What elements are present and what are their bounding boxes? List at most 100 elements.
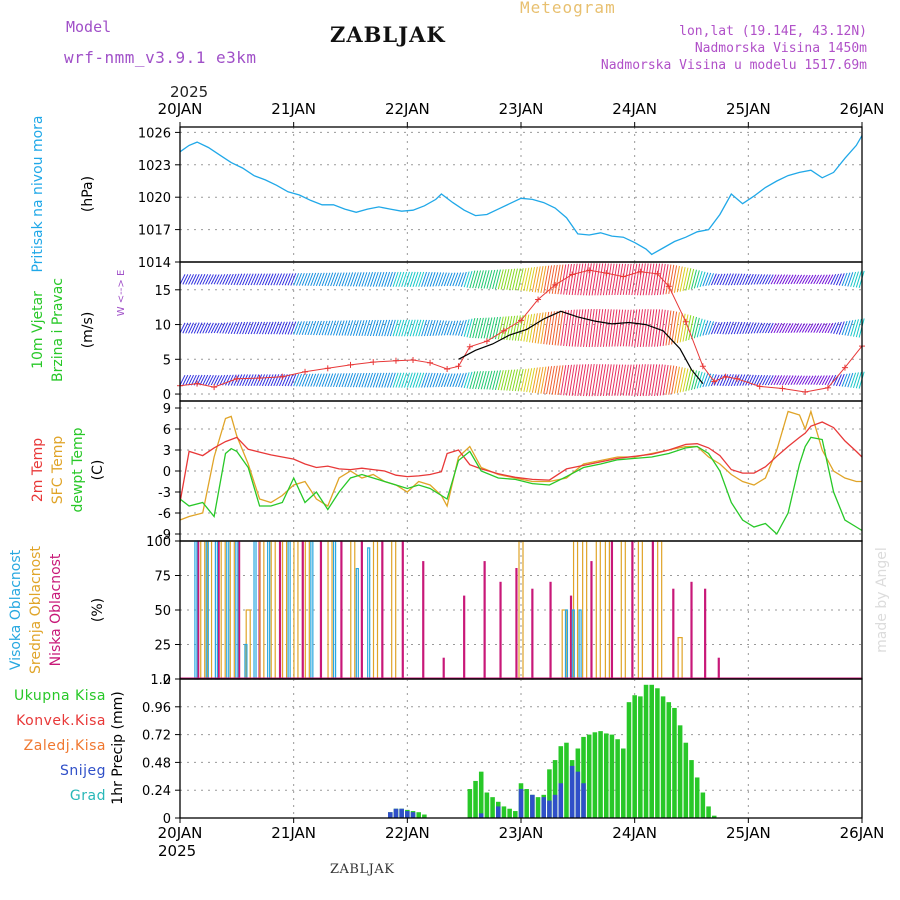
wind-barb <box>563 310 570 346</box>
wind-barb <box>202 374 209 386</box>
wind-barb <box>841 272 848 286</box>
wind-barb <box>259 374 266 387</box>
wind-barb <box>250 273 257 286</box>
wind-barb <box>335 320 342 336</box>
wind-barb <box>318 320 325 336</box>
x-tick-label-bottom: 22JAN <box>385 824 430 842</box>
precip-total-bar <box>507 808 512 818</box>
wind-barb <box>602 364 609 397</box>
y-tick-label: 10 <box>154 319 171 334</box>
wind-barb <box>847 372 854 388</box>
wind-barb <box>852 319 859 337</box>
high-cloud-bar <box>355 567 359 680</box>
precip-snow-bar <box>581 783 586 818</box>
wind-barb <box>742 322 749 334</box>
wind-speed-line <box>458 310 704 384</box>
wind-barb <box>466 371 473 389</box>
wind-barb <box>810 274 817 285</box>
wind-barb <box>276 374 283 387</box>
wind-barb <box>722 273 729 286</box>
wind-barb <box>583 263 590 296</box>
wind-barb <box>475 270 482 289</box>
wind-barb <box>770 274 777 285</box>
wind-barb <box>475 371 482 390</box>
product-title: Meteogram <box>520 0 616 17</box>
wind-barb <box>557 264 564 295</box>
cloud-unit: (%) <box>90 598 106 622</box>
wind-barb <box>344 320 351 336</box>
wind-barb <box>745 322 751 334</box>
wind-barb <box>537 366 544 394</box>
wind-barb <box>301 321 308 335</box>
low-cloud-bar <box>238 540 241 680</box>
wind-barb <box>844 320 851 336</box>
wind-barb <box>381 319 388 337</box>
precip-total-bar <box>513 811 518 818</box>
wind-barb <box>511 268 518 291</box>
wind-barb <box>767 322 774 334</box>
wind-barb <box>614 364 621 396</box>
wind-barb <box>469 270 476 289</box>
wind-barb <box>605 263 612 296</box>
wind-barb <box>611 309 618 347</box>
wind-barb <box>742 374 749 386</box>
wind-barb <box>489 370 496 390</box>
wind-barb <box>654 263 661 296</box>
wind-barb <box>628 309 635 347</box>
wind-barb <box>324 373 331 387</box>
wind-barb <box>480 270 487 289</box>
precip-total-bar <box>535 797 541 818</box>
wind-barb <box>264 273 271 286</box>
wind-barb <box>460 271 467 287</box>
wind-barb <box>577 309 584 347</box>
wind-barb <box>725 273 732 286</box>
wind-barb <box>747 273 754 285</box>
wind-barb <box>406 372 413 388</box>
wind-barb <box>341 373 348 388</box>
wind-barb <box>367 372 374 388</box>
wind-barb <box>429 372 436 388</box>
precip-total-bar <box>626 702 632 818</box>
wind-barb <box>270 273 277 286</box>
wind-barb <box>534 367 541 394</box>
wind-barb <box>290 321 297 335</box>
wind-barb <box>818 274 825 285</box>
precip-total-bar <box>672 707 677 818</box>
wind-barb <box>835 321 842 335</box>
wind-barb <box>244 273 251 286</box>
wind-barb <box>537 312 544 344</box>
precip-ylabel: 1hr Precip (mm) <box>110 691 126 804</box>
wind-barb <box>801 274 808 285</box>
wind-barb <box>389 372 396 388</box>
wind-barb <box>818 323 825 333</box>
wind-barb <box>449 272 456 287</box>
wind-barb <box>543 366 550 394</box>
wind-barb <box>247 374 254 387</box>
wind-barb <box>284 273 291 286</box>
wind-barb <box>287 273 294 286</box>
y-tick-label: 1023 <box>138 159 171 174</box>
precip-total-bar <box>694 777 700 818</box>
wind-barb <box>850 271 857 287</box>
wind-barb <box>804 375 811 385</box>
wind-barb <box>716 273 723 286</box>
x-tick-label-top: 21JAN <box>271 100 316 118</box>
wind-barb <box>594 364 601 397</box>
wind-barb <box>449 373 456 387</box>
wind-barb <box>611 263 618 296</box>
wind-barb <box>790 323 797 333</box>
wind-barb <box>583 364 590 397</box>
wind-barb <box>665 365 672 396</box>
wind-barb <box>637 309 644 347</box>
y-tick-label: 9 <box>163 402 171 417</box>
wind-barb <box>298 272 305 286</box>
wind-barb <box>395 271 402 287</box>
wind-barb <box>565 309 572 347</box>
wind-barb <box>440 320 447 336</box>
wind-barb <box>645 364 652 397</box>
wind-barb <box>742 273 749 286</box>
wind-barb <box>207 274 214 285</box>
precip-snow-bar <box>410 812 416 818</box>
wind-barb <box>602 309 609 347</box>
wind-barb <box>850 319 857 337</box>
